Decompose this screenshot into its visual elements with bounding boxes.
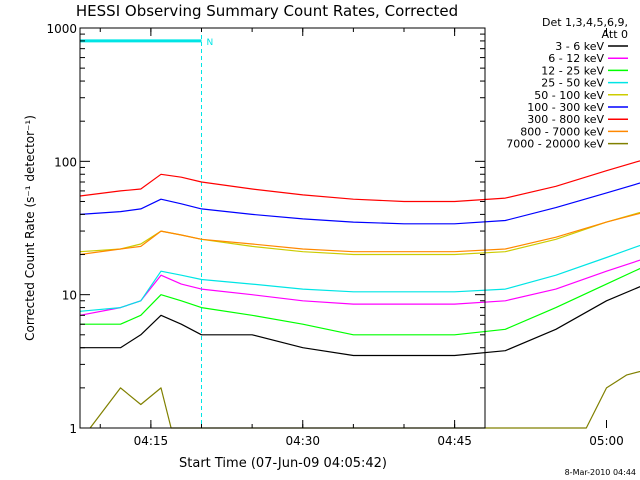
night-marker-label: N: [207, 38, 214, 48]
legend-label: 7000 - 20000 keV: [506, 138, 604, 151]
series-line-7: [79, 160, 640, 203]
legend-header-line-2: Att 0: [602, 28, 628, 41]
series-line-2: [79, 259, 640, 316]
plot-area: N 04:1504:3004:4505:0005:1505:3005:45110…: [46, 22, 640, 448]
series-line-6: [79, 182, 640, 225]
legend-header-line-1: Det 1,3,4,5,6,9,: [542, 16, 628, 29]
legend-label: 50 - 100 keV: [534, 89, 604, 102]
x-tick-label: 04:45: [437, 434, 472, 448]
timestamp: 8-Mar-2010 04:44: [565, 468, 636, 477]
legend-label: 6 - 12 keV: [548, 52, 604, 65]
y-tick-label: 100: [54, 155, 77, 169]
series-line-8: [79, 212, 640, 256]
legend-label: 12 - 25 keV: [541, 64, 604, 77]
x-axis-label: Start Time (07-Jun-09 04:05:42): [179, 456, 387, 471]
legend-label: 300 - 800 keV: [527, 113, 604, 126]
series-line-1: [80, 286, 640, 357]
chart-title: HESSI Observing Summary Count Rates, Cor…: [76, 2, 458, 20]
y-tick-label: 10: [62, 289, 77, 303]
x-tick-label: 04:15: [134, 434, 169, 448]
y-tick-label: 1000: [46, 22, 77, 36]
y-axis-label: Corrected Count Rate (s⁻¹ detector⁻¹): [23, 115, 37, 341]
legend-label: 800 - 7000 keV: [520, 125, 604, 138]
legend-label: 3 - 6 keV: [555, 40, 604, 53]
series-line-9: [89, 370, 640, 429]
x-tick-label: 05:00: [589, 434, 624, 448]
x-tick-label: 04:30: [285, 434, 320, 448]
legend-label: 25 - 50 keV: [541, 77, 604, 90]
series-line-4: [79, 244, 640, 312]
legend-label: 100 - 300 keV: [527, 101, 604, 114]
series-line-3: [80, 267, 640, 336]
y-tick-label: 1: [69, 422, 77, 436]
plot-frame: [79, 27, 486, 429]
